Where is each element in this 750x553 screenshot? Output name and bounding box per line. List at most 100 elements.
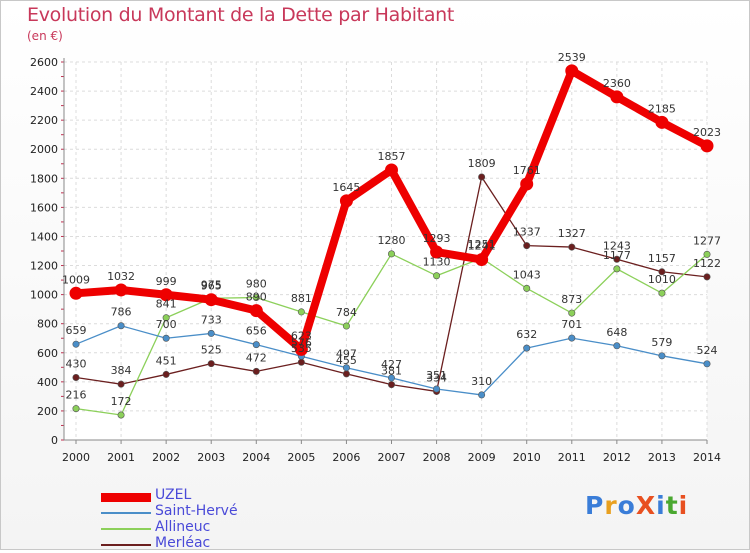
data-label: 1280	[378, 234, 406, 247]
data-label: 1241	[468, 240, 496, 253]
data-point	[613, 255, 621, 263]
data-label: 427	[381, 358, 402, 371]
data-label: 1857	[378, 150, 406, 163]
data-label: 1251	[468, 238, 496, 251]
data-label: 980	[246, 278, 267, 291]
data-label: 975	[201, 278, 222, 291]
data-point	[613, 342, 621, 350]
x-tick-label: 2001	[107, 451, 135, 464]
logo-letter: r	[604, 491, 618, 520]
y-tick-label: 2000	[30, 143, 58, 156]
data-point	[568, 243, 576, 251]
chart-title: Evolution du Montant de la Dette par Hab…	[27, 4, 455, 26]
data-label: 1293	[423, 232, 451, 245]
logo-letter: X	[635, 491, 657, 520]
data-point	[72, 405, 80, 413]
x-tick-label: 2013	[648, 451, 676, 464]
data-point	[523, 344, 531, 352]
data-label: 965	[201, 280, 222, 293]
data-label: 172	[111, 395, 132, 408]
data-point	[72, 373, 80, 381]
data-point	[613, 265, 621, 273]
data-label: 216	[66, 389, 87, 402]
data-label: 472	[246, 351, 267, 364]
y-tick-label: 2400	[30, 85, 58, 98]
legend-swatch	[101, 492, 151, 502]
data-label: 2185	[648, 102, 676, 115]
y-tick-label: 1600	[30, 201, 58, 214]
data-point	[204, 293, 218, 307]
y-tick-label: 600	[37, 347, 58, 360]
x-tick-label: 2003	[197, 451, 225, 464]
data-label: 2023	[693, 126, 721, 139]
data-point	[252, 294, 260, 302]
x-tick-label: 2008	[423, 451, 451, 464]
data-label: 700	[156, 318, 177, 331]
data-point	[69, 286, 83, 300]
data-point	[387, 374, 395, 382]
data-point	[162, 370, 170, 378]
data-label: 623	[291, 329, 312, 342]
data-label: 841	[156, 298, 177, 311]
legend-label: Merléac	[155, 535, 211, 551]
data-label: 1809	[468, 157, 496, 170]
data-point	[703, 250, 711, 258]
data-label: 381	[381, 365, 402, 378]
data-label: 1645	[332, 181, 360, 194]
logo-letter: P	[585, 491, 605, 520]
unit-label: (en €)	[27, 29, 63, 43]
data-point	[339, 194, 353, 208]
data-label: 1157	[648, 252, 676, 265]
data-label: 430	[66, 357, 87, 370]
data-label: 784	[336, 306, 357, 319]
data-point	[478, 173, 486, 181]
data-label: 1337	[513, 226, 541, 239]
data-label: 1010	[648, 273, 676, 286]
data-point	[162, 334, 170, 342]
legend-swatch	[101, 528, 151, 530]
data-label: 1130	[423, 256, 451, 269]
data-point	[568, 334, 576, 342]
data-label: 632	[516, 328, 537, 341]
data-point	[117, 411, 125, 419]
x-tick-label: 2007	[378, 451, 406, 464]
data-point	[159, 288, 173, 302]
x-tick-label: 2005	[287, 451, 315, 464]
data-label: 890	[246, 291, 267, 304]
y-tick-label: 1000	[30, 289, 58, 302]
data-point	[430, 245, 444, 259]
data-label: 2360	[603, 77, 631, 90]
data-label: 2539	[558, 51, 586, 64]
data-point	[342, 364, 350, 372]
data-point	[658, 352, 666, 360]
data-point	[207, 329, 215, 337]
data-label: 701	[561, 318, 582, 331]
data-point	[523, 242, 531, 250]
data-point	[658, 289, 666, 297]
data-label: 497	[336, 348, 357, 361]
data-label: 999	[156, 275, 177, 288]
data-point	[252, 341, 260, 349]
data-point	[249, 304, 263, 318]
data-point	[433, 272, 441, 280]
data-point	[433, 385, 441, 393]
data-point	[565, 64, 579, 78]
data-label: 1327	[558, 227, 586, 240]
y-tick-label: 400	[37, 376, 58, 389]
y-tick-label: 1800	[30, 172, 58, 185]
data-label: 1277	[693, 234, 721, 247]
data-label: 310	[471, 375, 492, 388]
y-tick-label: 2200	[30, 114, 58, 127]
data-point	[117, 380, 125, 388]
x-tick-label: 2002	[152, 451, 180, 464]
x-tick-label: 2009	[468, 451, 496, 464]
x-tick-label: 2000	[62, 451, 90, 464]
data-label: 535	[291, 342, 312, 355]
y-tick-label: 1200	[30, 260, 58, 273]
data-label: 351	[426, 369, 447, 382]
x-tick-label: 2004	[242, 451, 270, 464]
data-point	[520, 177, 534, 191]
data-label: 1032	[107, 270, 135, 283]
data-point	[294, 342, 308, 356]
